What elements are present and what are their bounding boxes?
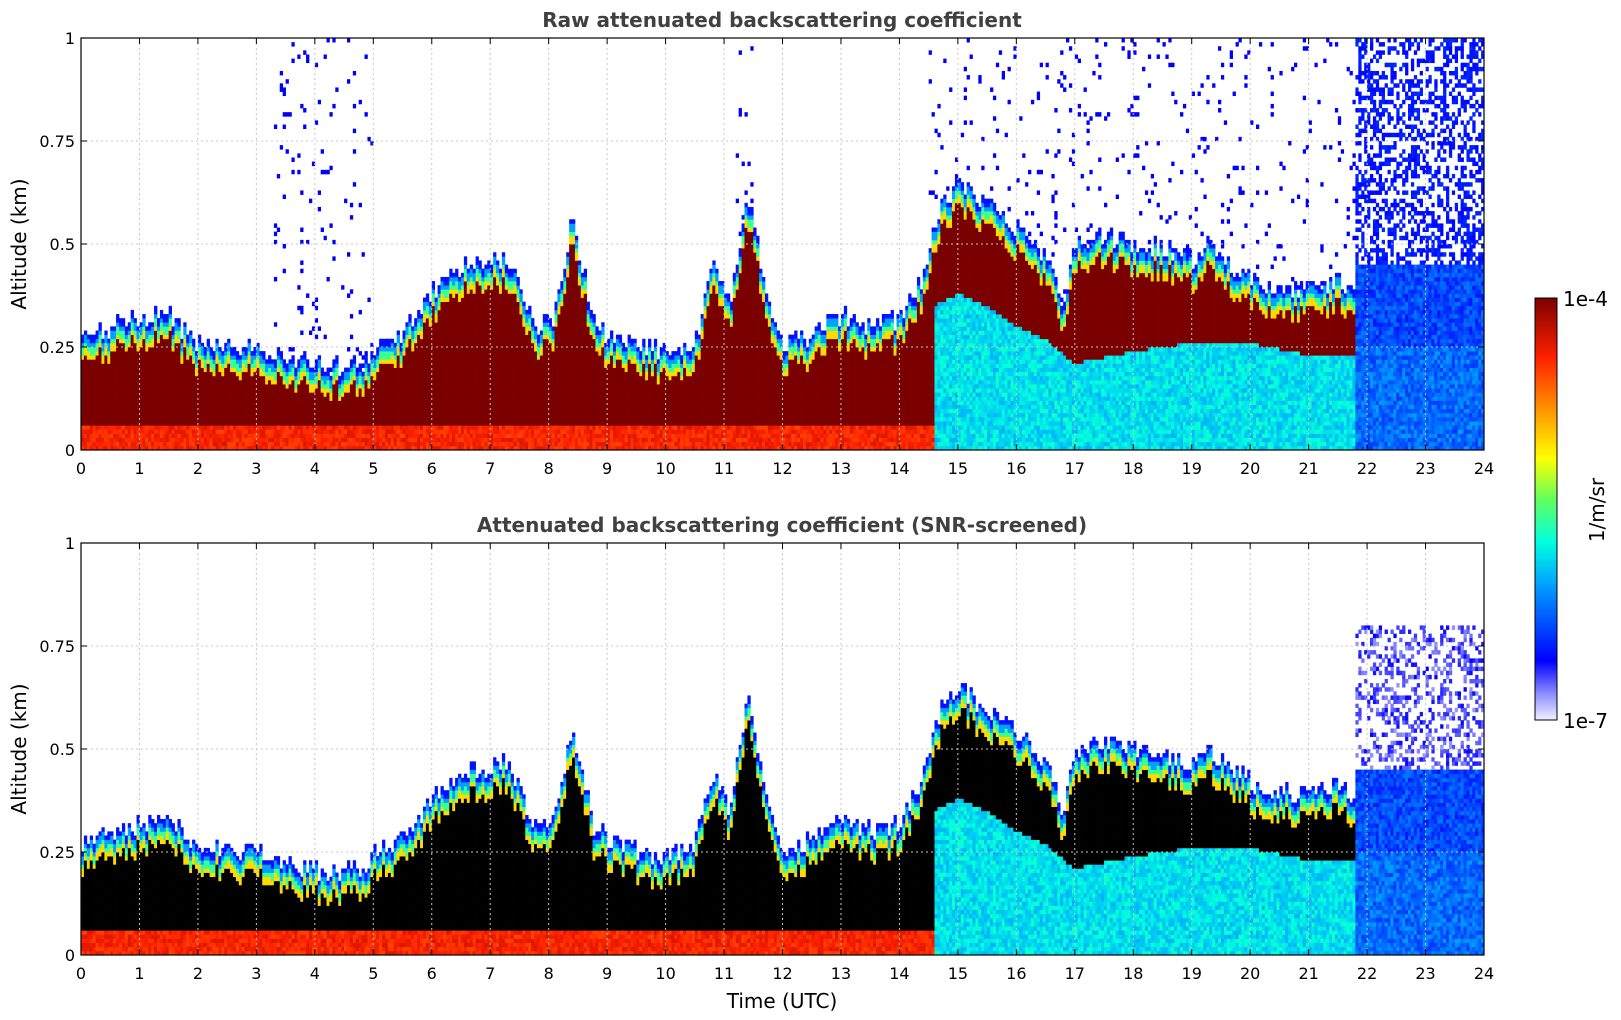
x-tick-label: 22	[1357, 964, 1377, 983]
x-tick-label: 6	[427, 964, 437, 983]
x-tick-label: 0	[76, 459, 86, 478]
x-tick-label: 24	[1474, 459, 1494, 478]
raw-y-ticks: 0 0.25 0.5 0.75 1	[39, 29, 1484, 460]
x-tick-label: 20	[1240, 964, 1260, 983]
raw-backscatter-panel: Raw attenuated backscattering coefficien…	[7, 8, 1494, 478]
x-tick-label: 3	[251, 964, 261, 983]
colorbar-gradient	[1534, 297, 1558, 721]
y-tick-label: 0.25	[39, 338, 75, 357]
raw-y-axis-label: Altitude (km)	[7, 178, 31, 309]
x-tick-label: 14	[889, 964, 909, 983]
x-tick-label: 11	[714, 964, 734, 983]
x-tick-label: 16	[1006, 459, 1026, 478]
y-tick-label: 1	[65, 534, 75, 553]
x-tick-label: 20	[1240, 459, 1260, 478]
x-tick-label: 10	[655, 964, 675, 983]
screened-y-axis-label: Altitude (km)	[7, 683, 31, 814]
y-tick-label: 0.25	[39, 843, 75, 862]
x-tick-label: 1	[134, 459, 144, 478]
x-tick-label: 2	[193, 964, 203, 983]
screened-backscatter-panel: Attenuated backscattering coefficient (S…	[7, 513, 1494, 1013]
y-tick-label: 0	[65, 441, 75, 460]
raw-gridlines	[81, 38, 1484, 450]
screened-y-ticks: 0 0.25 0.5 0.75 1	[39, 534, 1484, 965]
x-tick-label: 5	[368, 964, 378, 983]
x-tick-label: 22	[1357, 459, 1377, 478]
x-tick-label: 15	[948, 964, 968, 983]
x-tick-label: 21	[1298, 459, 1318, 478]
x-tick-label: 0	[76, 964, 86, 983]
x-tick-label: 18	[1123, 964, 1143, 983]
screened-heatmap	[81, 625, 1485, 956]
time-axis-label: Time (UTC)	[726, 989, 838, 1013]
screened-gridlines	[81, 543, 1484, 955]
x-tick-label: 17	[1065, 964, 1085, 983]
x-tick-label: 3	[251, 459, 261, 478]
x-tick-label: 18	[1123, 459, 1143, 478]
screened-x-ticks: 0 1 2 3 4 5 6 7 8 9 10 11 12 13 14 15 16 17 18 19 20 21 22 23 24	[76, 543, 1494, 983]
raw-x-ticks: 0 1 2 3 4 5 6 7 8 9 10 11 12 13 14 15 16 17 18 19 20 21 22 23 24	[76, 38, 1494, 478]
x-tick-label: 17	[1065, 459, 1085, 478]
x-tick-label: 7	[485, 459, 495, 478]
x-tick-label: 2	[193, 459, 203, 478]
x-tick-label: 19	[1182, 459, 1202, 478]
x-tick-label: 4	[310, 459, 320, 478]
x-tick-label: 12	[772, 459, 792, 478]
x-tick-label: 1	[134, 964, 144, 983]
colorbar-min-label: 1e-7	[1563, 709, 1608, 733]
colorbar: 1e-4 1e-7 1/m/sr	[1534, 287, 1609, 733]
x-tick-label: 9	[602, 964, 612, 983]
x-tick-label: 24	[1474, 964, 1494, 983]
x-tick-label: 4	[310, 964, 320, 983]
x-tick-label: 23	[1415, 964, 1435, 983]
x-tick-label: 16	[1006, 964, 1026, 983]
y-tick-label: 0.5	[50, 235, 75, 254]
y-tick-label: 0.5	[50, 740, 75, 759]
x-tick-label: 14	[889, 459, 909, 478]
x-tick-label: 21	[1298, 964, 1318, 983]
y-tick-label: 1	[65, 29, 75, 48]
x-tick-label: 5	[368, 459, 378, 478]
x-tick-label: 23	[1415, 459, 1435, 478]
y-tick-label: 0.75	[39, 132, 75, 151]
x-tick-label: 10	[655, 459, 675, 478]
x-tick-label: 13	[831, 459, 851, 478]
raw-panel-title: Raw attenuated backscattering coefficien…	[542, 8, 1022, 32]
colorbar-max-label: 1e-4	[1563, 287, 1608, 311]
x-tick-label: 8	[544, 459, 554, 478]
x-tick-label: 6	[427, 459, 437, 478]
x-tick-label: 9	[602, 459, 612, 478]
screened-panel-title: Attenuated backscattering coefficient (S…	[477, 513, 1087, 537]
raw-heatmap	[81, 38, 1485, 451]
y-tick-label: 0.75	[39, 637, 75, 656]
x-tick-label: 19	[1182, 964, 1202, 983]
x-tick-label: 12	[772, 964, 792, 983]
x-tick-label: 15	[948, 459, 968, 478]
x-tick-label: 7	[485, 964, 495, 983]
x-tick-label: 13	[831, 964, 851, 983]
x-tick-label: 8	[544, 964, 554, 983]
colorbar-unit-label: 1/m/sr	[1585, 477, 1609, 542]
x-tick-label: 11	[714, 459, 734, 478]
y-tick-label: 0	[65, 946, 75, 965]
